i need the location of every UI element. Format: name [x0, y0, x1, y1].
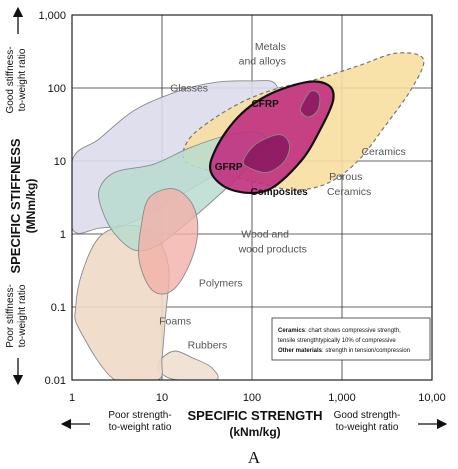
region-label-composites: Composites: [250, 187, 308, 198]
region-label-ceramics: Ceramics: [327, 186, 371, 198]
region-label-metals: Metals: [255, 41, 286, 53]
note-ceramics-text: : chart shows compressive strength,: [305, 328, 401, 334]
y-tick-label: 0.01: [45, 375, 66, 387]
x-tick-label: 100: [243, 392, 261, 404]
x-tick-label: 1,000: [328, 392, 356, 404]
note-ceramics-line-2: tensile strengthtypically 10% of compres…: [278, 338, 396, 344]
x-low-note-line-2: to-weight ratio: [109, 422, 172, 433]
note-ceramics-bold: Ceramics: [278, 328, 306, 334]
y-low-note: Poor stiffness- to-weight ratio: [5, 284, 28, 348]
region-label-wood-and: Wood and: [241, 228, 289, 240]
x-axis-title-line-2: (kNm/kg): [229, 425, 280, 439]
x-low-note-line-1: Poor strength-: [108, 410, 171, 421]
y-high-note-line-1: Good stiffness-: [5, 46, 16, 113]
region-label-cfrp: CFRP: [252, 99, 280, 110]
x-tick-label: 1: [69, 392, 75, 404]
region-labels: Metals and alloys Glasses CFRP Ceramics GFRP P…: [159, 41, 406, 351]
y-tick-label: 100: [48, 83, 66, 95]
region-label-foams: Foams: [159, 315, 191, 327]
y-tick-label: 10: [54, 156, 66, 168]
y-high-note: Good stiffness- to-weight ratio: [5, 46, 28, 113]
y-tick-label: 1,000: [38, 10, 66, 22]
y-tick-label: 1: [60, 229, 66, 241]
plot-frame: [71, 14, 433, 381]
note-other-line: Other materials: strength in tension/com…: [278, 348, 410, 354]
x-tick-label: 10: [156, 392, 168, 404]
y-axis-title-line-1: SPECIFIC STIFFNESS: [8, 138, 23, 273]
note-other-text: : strength in tension/compression: [322, 348, 410, 354]
x-axis-title-line-1: SPECIFIC STRENGTH: [187, 408, 322, 423]
note-box: Ceramics: chart shows compressive streng…: [271, 317, 431, 361]
note-ceramics-line-1: Ceramics: chart shows compressive streng…: [278, 328, 401, 334]
y-tick-label: 0.1: [51, 302, 66, 314]
region-label-rubbers: Rubbers: [188, 340, 228, 352]
y-axis-title: SPECIFIC STIFFNESS (MNm/kg): [8, 138, 38, 273]
region-rubbers: [157, 350, 219, 380]
x-tick-label: 10,00: [418, 392, 446, 404]
region-polymers: [137, 188, 199, 295]
region-gfrp: [242, 134, 290, 173]
material-regions: [72, 52, 425, 380]
note-box-frame: [271, 317, 431, 361]
region-label-and-alloys: and alloys: [239, 55, 286, 67]
region-label-wood-products: wood products: [238, 243, 307, 255]
region-label-porous: Porous: [329, 171, 362, 183]
region-cfrp: [299, 90, 321, 118]
region-label-polymers: Polymers: [199, 278, 243, 290]
y-low-note-line-2: to-weight ratio: [17, 284, 28, 347]
note-other-bold: Other materials: [278, 348, 323, 354]
region-label-glasses: Glasses: [170, 82, 208, 94]
x-high-note-line-1: Good strength-: [334, 410, 401, 421]
y-high-note-line-2: to-weight ratio: [17, 48, 28, 111]
figure-caption: A: [248, 448, 261, 467]
y-axis-title-line-2: (MNm/kg): [24, 179, 38, 234]
y-low-note-line-1: Poor stiffness-: [5, 284, 16, 348]
axis-ticks: 1 10 100 1,000 10,00 0.01 0.1 1 10 100 1,000: [38, 10, 445, 404]
region-label-ceramics: Ceramics: [361, 146, 405, 158]
x-high-note-line-2: to-weight ratio: [336, 422, 399, 433]
region-label-gfrp: GFRP: [215, 162, 243, 173]
